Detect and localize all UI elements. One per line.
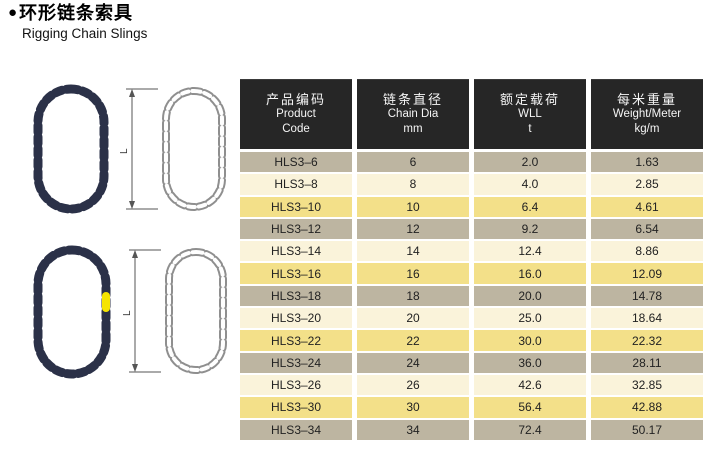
- chain-sling-figure-bottom: L: [33, 245, 227, 379]
- table-cell: 30: [357, 397, 469, 418]
- table-cell: 8: [357, 174, 469, 195]
- dimension-label: L: [119, 148, 130, 154]
- page-title: 环形链条索具: [19, 3, 134, 23]
- table-cell: 32.85: [591, 374, 703, 396]
- dimension-line: L: [122, 249, 161, 373]
- table-cell: HLS3–24: [240, 352, 352, 373]
- header-en: WLL: [518, 108, 542, 120]
- table-cell: 28.11: [591, 352, 703, 373]
- header-unit: mm: [403, 123, 423, 135]
- table-cell: HLS3–20: [240, 308, 352, 329]
- table-cell: HLS3–8: [240, 174, 352, 195]
- outline-chain-drawing: [162, 87, 226, 211]
- table-cell: 30.0: [474, 330, 586, 351]
- table-cell: 72.4: [474, 419, 586, 440]
- dark-chain-loop: [33, 245, 111, 379]
- table-cell: 14.78: [591, 285, 703, 307]
- table-cell: 12.4: [474, 241, 586, 262]
- table-cell: HLS3–16: [240, 263, 352, 284]
- header-cell-weight: 每米重量 Weight/Meter kg/m: [591, 79, 703, 149]
- header-en: Product: [276, 108, 316, 120]
- table-cell: 4.0: [474, 174, 586, 195]
- dimension-line: L: [119, 88, 158, 210]
- header-en: Weight/Meter: [612, 108, 682, 120]
- table-cell: 6.4: [474, 196, 586, 217]
- header-cn: 额定载荷: [499, 92, 560, 107]
- header-unit: kg/m: [634, 123, 660, 135]
- outline-chain-drawing: [165, 248, 227, 374]
- header-unit: t: [528, 123, 532, 135]
- table-cell: HLS3–14: [240, 241, 352, 262]
- dimension-label: L: [122, 310, 133, 316]
- header-cell-product-code: 产品编码 Product Code: [240, 79, 352, 149]
- table-cell: 26: [357, 374, 469, 396]
- bullet-icon: ●: [8, 4, 18, 21]
- table-cell: HLS3–34: [240, 419, 352, 440]
- header-en: Chain Dia: [387, 108, 439, 120]
- table-body: HLS3–6 6 2.0 1.63 HLS3–8 8 4.0 2.85 HLS3…: [240, 152, 703, 440]
- table-cell: 24: [357, 352, 469, 373]
- table-cell: 2.85: [591, 174, 703, 195]
- table-cell: 1.63: [591, 152, 703, 173]
- header-unit: Code: [282, 123, 310, 135]
- table-cell: HLS3–10: [240, 196, 352, 217]
- table-cell: 9.2: [474, 218, 586, 240]
- table-cell: HLS3–26: [240, 374, 352, 396]
- table-header-row: 产品编码 Product Code 链条直径 Chain Dia mm 额定载荷…: [240, 79, 703, 149]
- table-cell: HLS3–30: [240, 397, 352, 418]
- table-cell: 42.6: [474, 374, 586, 396]
- header-cn: 链条直径: [382, 92, 443, 107]
- table-cell: 16: [357, 263, 469, 284]
- table-cell: 34: [357, 419, 469, 440]
- table-cell: HLS3–22: [240, 330, 352, 351]
- table-cell: 20: [357, 308, 469, 329]
- table-cell: HLS3–6: [240, 152, 352, 173]
- header-cell-wll: 额定载荷 WLL t: [474, 79, 586, 149]
- table-cell: 42.88: [591, 397, 703, 418]
- table-cell: 18: [357, 285, 469, 307]
- table-cell: 10: [357, 196, 469, 217]
- table-cell: 12: [357, 218, 469, 240]
- table-cell: 25.0: [474, 308, 586, 329]
- table-cell: 6.54: [591, 218, 703, 240]
- table-cell: 36.0: [474, 352, 586, 373]
- dark-chain-loop: [33, 84, 109, 214]
- table-cell: 2.0: [474, 152, 586, 173]
- header-cn: 产品编码: [265, 92, 326, 107]
- page-subtitle: Rigging Chain Slings: [22, 26, 148, 41]
- table-cell: 50.17: [591, 419, 703, 440]
- table-cell: 22: [357, 330, 469, 351]
- table-cell: 20.0: [474, 285, 586, 307]
- header-cell-chain-dia: 链条直径 Chain Dia mm: [357, 79, 469, 149]
- table-cell: 18.64: [591, 308, 703, 329]
- table-cell: 56.4: [474, 397, 586, 418]
- spec-table: 产品编码 Product Code 链条直径 Chain Dia mm 额定载荷…: [240, 79, 703, 440]
- page-header: ● 环形链条索具 Rigging Chain Slings: [8, 2, 147, 42]
- table-cell: HLS3–18: [240, 285, 352, 307]
- table-cell: HLS3–12: [240, 218, 352, 240]
- table-cell: 16.0: [474, 263, 586, 284]
- chain-sling-figure-top: L: [33, 84, 226, 214]
- table-cell: 14: [357, 241, 469, 262]
- header-cn: 每米重量: [616, 92, 677, 107]
- table-cell: 6: [357, 152, 469, 173]
- table-cell: 22.32: [591, 330, 703, 351]
- table-cell: 4.61: [591, 196, 703, 217]
- table-cell: 12.09: [591, 263, 703, 284]
- table-cell: 8.86: [591, 241, 703, 262]
